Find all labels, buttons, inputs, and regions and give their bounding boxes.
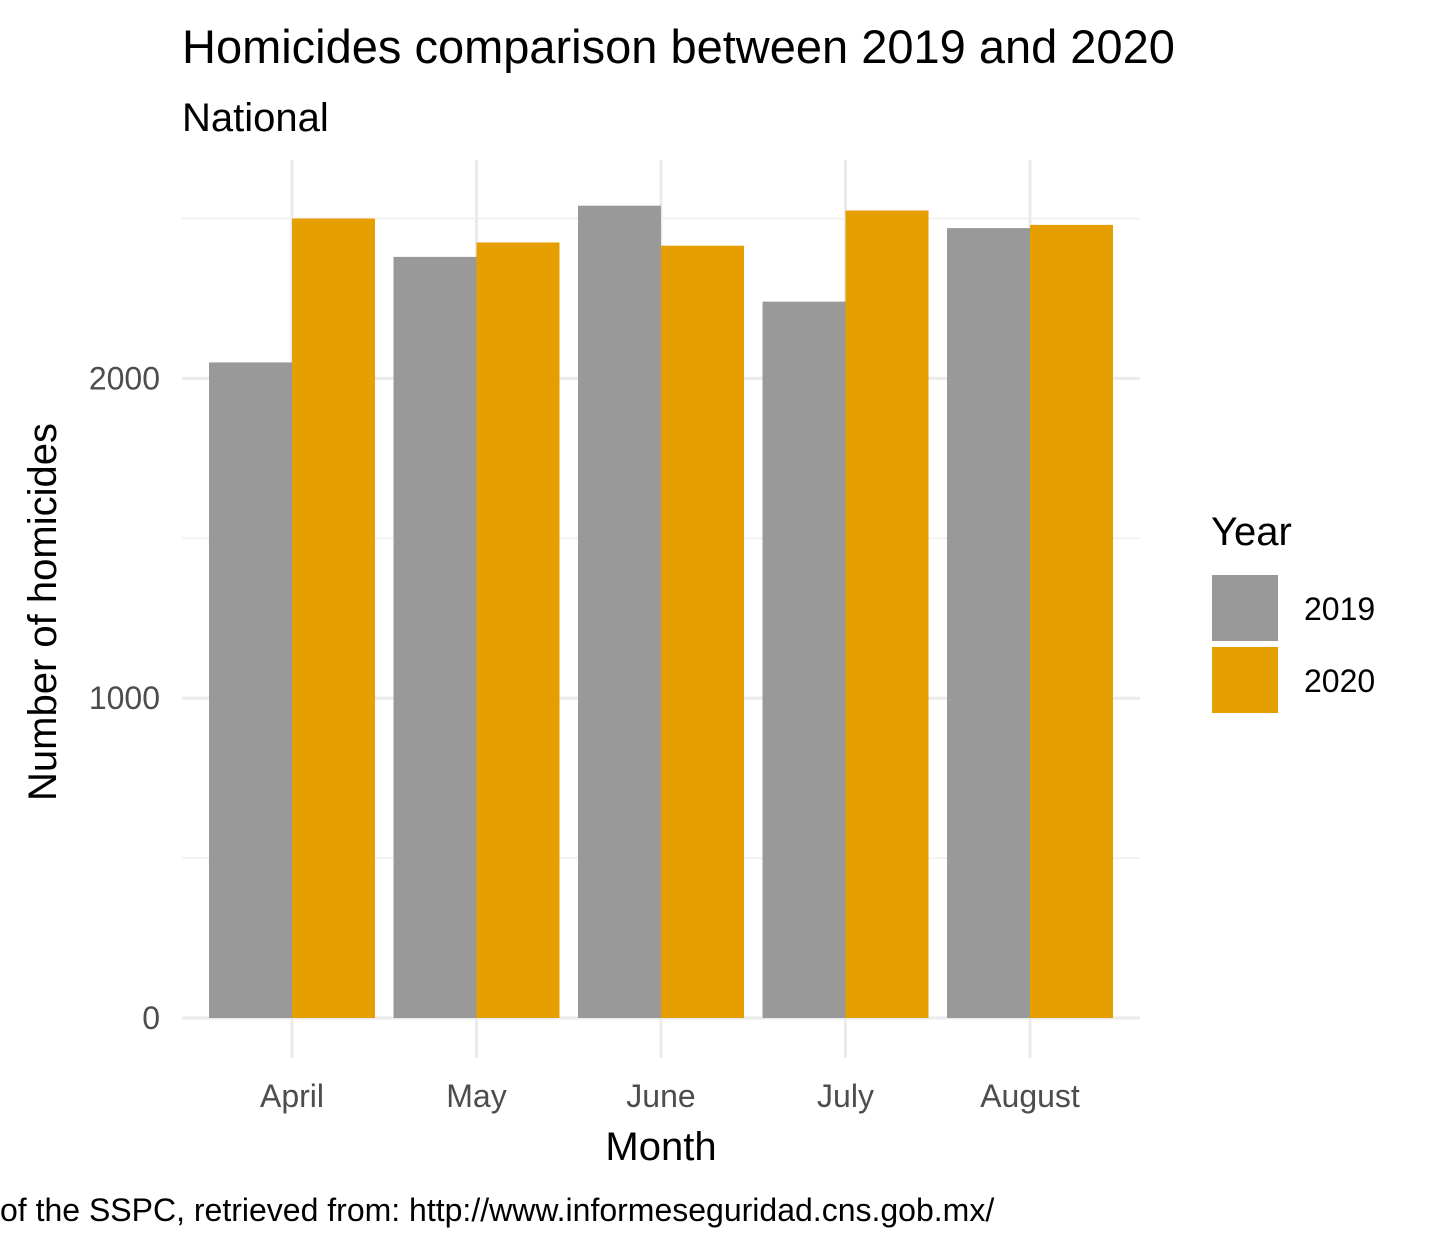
x-tick-label: July (817, 1078, 874, 1114)
chart-title: Homicides comparison between 2019 and 20… (182, 20, 1175, 73)
legend-label-2020: 2020 (1304, 663, 1375, 699)
chart-caption: of the SSPC, retrieved from: http://www.… (0, 1192, 994, 1228)
y-axis-title: Number of homicides (21, 423, 65, 801)
x-tick-label: April (260, 1078, 324, 1114)
bar-2019-may (393, 256, 477, 1019)
bar-2020-july (845, 210, 929, 1018)
bar-2020-june (661, 245, 744, 1019)
bar-2019-june (578, 205, 661, 1018)
legend-title: Year (1211, 510, 1292, 554)
bar-2020-april (292, 218, 375, 1018)
bar-2019-august (947, 228, 1030, 1018)
legend-label-2019: 2019 (1304, 591, 1375, 627)
bar-2019-july (762, 301, 846, 1018)
y-tick-label: 1000 (89, 680, 160, 716)
x-tick-label: June (626, 1078, 695, 1114)
legend-swatch-2020 (1212, 647, 1278, 713)
y-tick-label: 0 (142, 1000, 160, 1036)
bar-2020-may (476, 242, 560, 1019)
legend-swatch-2019 (1212, 575, 1278, 641)
x-tick-label: May (446, 1078, 506, 1114)
legend: Year 2019 2020 (1211, 510, 1375, 713)
bars (209, 205, 1113, 1019)
bar-2019-april (209, 362, 292, 1018)
y-tick-label: 2000 (89, 360, 160, 396)
y-axis-ticks: 0 1000 2000 (89, 360, 160, 1036)
bar-2020-august (1030, 224, 1113, 1018)
x-axis-ticks: April May June July August (260, 1078, 1080, 1114)
x-axis-title: Month (605, 1125, 716, 1169)
chart-subtitle: National (182, 96, 329, 140)
x-tick-label: August (980, 1078, 1080, 1114)
